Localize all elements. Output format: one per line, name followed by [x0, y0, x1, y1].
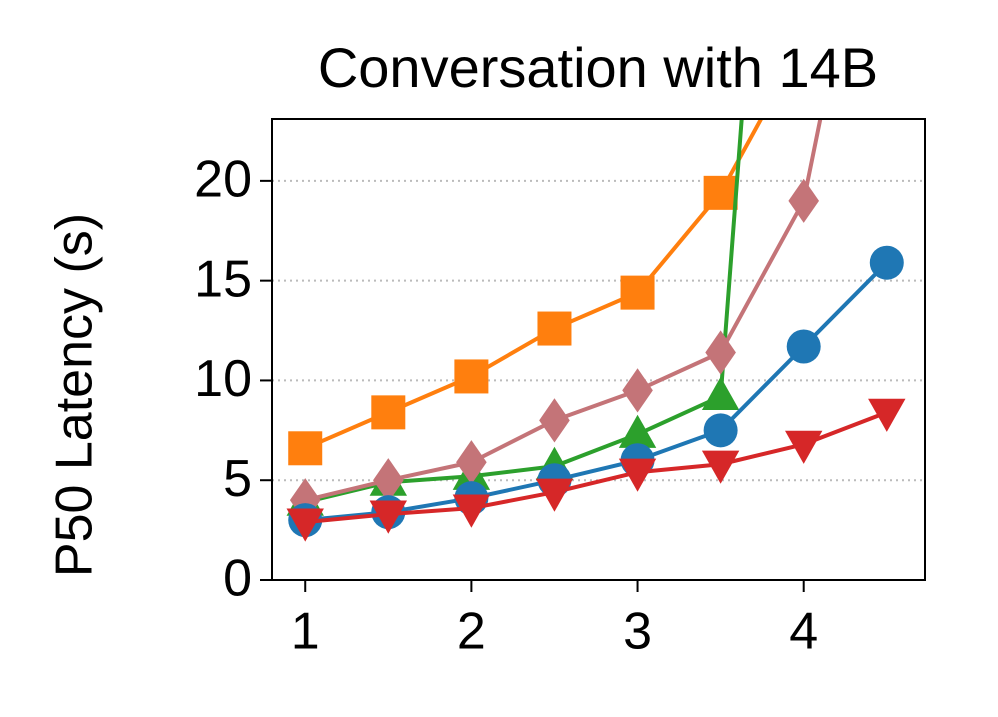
data-point [288, 431, 323, 466]
y-tick-label: 0 [223, 550, 252, 608]
data-point [703, 413, 738, 448]
chart-title: Conversation with 14B [318, 36, 878, 99]
series-line [305, 410, 888, 525]
data-point [701, 376, 740, 410]
data-point [452, 494, 491, 528]
grid [272, 179, 925, 581]
x-tick-label: 3 [623, 603, 652, 661]
data-point [286, 508, 324, 542]
plot-area [286, 119, 906, 542]
data-point [454, 359, 489, 394]
y-axis-label: P50 Latency (s) [46, 213, 104, 577]
data-point [373, 458, 404, 503]
data-point [539, 398, 570, 443]
x-tick-label: 2 [457, 603, 486, 661]
x-tick-label: 4 [789, 603, 818, 661]
series-line [304, 119, 823, 503]
data-point [618, 458, 657, 492]
axes: 0 5 10 15 20 1 2 3 4 [194, 151, 818, 661]
data-point [369, 500, 408, 534]
data-point [618, 414, 657, 448]
y-tick-label: 5 [223, 450, 252, 508]
data-point [535, 478, 574, 512]
y-tick-label: 10 [194, 350, 252, 408]
data-point [620, 275, 655, 310]
data-point [622, 368, 653, 413]
data-point [785, 430, 823, 464]
y-tick-label: 15 [194, 250, 252, 308]
data-point [456, 440, 487, 485]
data-point [701, 450, 740, 484]
data-point [869, 245, 904, 280]
data-point [788, 178, 820, 223]
data-point [868, 398, 906, 432]
series-line [304, 119, 764, 451]
data-point [786, 329, 821, 364]
x-tick-label: 1 [291, 603, 320, 661]
data-point [537, 311, 572, 346]
data-point [371, 395, 406, 430]
data-point [705, 330, 736, 375]
axes-frame [271, 118, 926, 581]
data-point [703, 175, 738, 210]
y-tick-label: 20 [194, 151, 252, 209]
